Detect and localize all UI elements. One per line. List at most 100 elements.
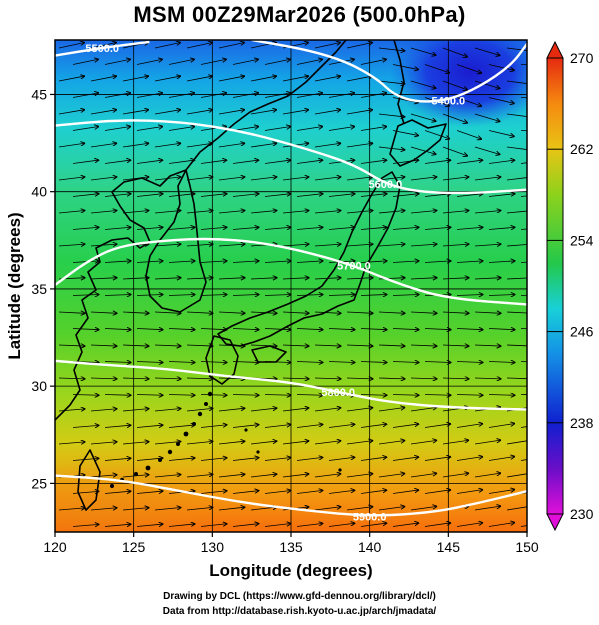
wind-vector bbox=[346, 244, 373, 246]
wind-vector bbox=[218, 42, 244, 49]
wind-vector bbox=[90, 278, 117, 279]
wind-vector bbox=[506, 210, 527, 214]
wind-vector bbox=[282, 177, 309, 181]
wind-vector bbox=[378, 113, 405, 117]
wind-vector bbox=[360, 160, 387, 164]
wind-vector bbox=[296, 395, 323, 396]
temperature-field bbox=[55, 40, 527, 532]
x-tick-label: 135 bbox=[279, 539, 303, 555]
wind-vector bbox=[168, 59, 194, 65]
wind-vector bbox=[168, 160, 195, 164]
y-tick-label: 30 bbox=[31, 378, 47, 394]
wind-vector bbox=[520, 394, 527, 396]
wind-vector bbox=[488, 261, 515, 263]
wind-vector bbox=[168, 458, 195, 461]
x-tick-label: 120 bbox=[43, 539, 67, 555]
wind-vector bbox=[474, 244, 501, 246]
wind-vector bbox=[410, 440, 437, 445]
wind-vector bbox=[488, 424, 515, 428]
wind-vector bbox=[520, 162, 527, 164]
wind-vector bbox=[154, 143, 181, 148]
wind-vector bbox=[474, 506, 501, 511]
wind-vector bbox=[200, 194, 227, 197]
wind-vector bbox=[474, 47, 500, 55]
wind-vector bbox=[250, 345, 277, 346]
wind-vector bbox=[122, 76, 149, 82]
wind-vector bbox=[72, 194, 99, 197]
wind-vector bbox=[520, 64, 527, 66]
wind-vector bbox=[168, 362, 195, 363]
wind-vector bbox=[136, 194, 163, 197]
contour-label: 5400.0 bbox=[432, 95, 466, 107]
wind-vector bbox=[90, 143, 117, 148]
wind-vector bbox=[442, 345, 469, 346]
contour-label: 5700.0 bbox=[337, 261, 371, 273]
credit-data: Data from http://database.rish.kyoto-u.a… bbox=[162, 606, 437, 617]
wind-vector bbox=[328, 362, 355, 363]
wind-vector bbox=[58, 177, 85, 181]
wind-vector bbox=[186, 110, 213, 115]
wind-vector bbox=[296, 295, 323, 296]
wind-vector bbox=[378, 312, 405, 313]
wind-vector bbox=[72, 59, 98, 65]
wind-vector bbox=[328, 126, 355, 131]
wind-vector bbox=[456, 457, 483, 461]
wind-vector bbox=[104, 93, 131, 98]
wind-vector bbox=[104, 362, 131, 363]
wind-vector bbox=[474, 345, 501, 346]
wind-vector bbox=[232, 160, 259, 164]
credit-drawing: Drawing by DCL (https://www.gfd-dennou.o… bbox=[163, 591, 436, 602]
wind-vector bbox=[296, 59, 322, 65]
wind-vector bbox=[410, 312, 437, 313]
wind-vector bbox=[58, 409, 85, 411]
wind-vector bbox=[296, 490, 323, 494]
wind-vector bbox=[104, 458, 131, 460]
wind-vector bbox=[392, 362, 419, 363]
wind-vector bbox=[506, 377, 527, 380]
wind-vector bbox=[488, 395, 515, 396]
wind-vector bbox=[136, 329, 163, 330]
wind-vector bbox=[282, 278, 309, 279]
wind-vector bbox=[104, 160, 131, 164]
wind-vector bbox=[474, 113, 500, 121]
wind-vector bbox=[264, 491, 291, 494]
wind-vector bbox=[154, 278, 181, 279]
wind-vector bbox=[346, 143, 373, 148]
wind-vector bbox=[296, 362, 323, 363]
wind-vector bbox=[154, 507, 181, 511]
wind-vector bbox=[392, 490, 419, 494]
wind-vector bbox=[264, 524, 291, 527]
x-tick-label: 150 bbox=[515, 539, 539, 555]
wind-vector bbox=[296, 93, 323, 98]
wind-vector bbox=[520, 228, 527, 230]
wind-vector bbox=[264, 329, 291, 330]
wind-vector bbox=[136, 160, 163, 164]
wind-vector bbox=[360, 59, 386, 65]
wind-vector bbox=[328, 457, 355, 461]
wind-vector bbox=[200, 329, 227, 330]
wind-vector bbox=[200, 295, 227, 296]
wind-vector bbox=[104, 194, 131, 197]
colorbar-ticks: 230 238 246 254 262 270 bbox=[547, 50, 594, 522]
wind-vector bbox=[186, 408, 213, 412]
y-axis: 25 30 35 40 45 bbox=[31, 86, 55, 491]
wind-vector bbox=[72, 227, 99, 229]
wind-vector bbox=[346, 312, 373, 313]
wind-vector bbox=[200, 458, 227, 461]
wind-vector bbox=[314, 378, 341, 379]
wind-vector bbox=[314, 42, 340, 49]
wind-vector bbox=[442, 278, 469, 279]
wind-vector bbox=[168, 524, 195, 527]
wind-vector bbox=[346, 110, 373, 115]
wind-vector bbox=[72, 126, 99, 131]
wind-vector bbox=[282, 408, 309, 412]
y-tick-label: 35 bbox=[31, 281, 47, 297]
colorbar-tick-label: 254 bbox=[570, 232, 594, 248]
wind-vector bbox=[360, 490, 387, 494]
wind-vector bbox=[456, 490, 483, 494]
wind-vector bbox=[378, 441, 405, 445]
wind-vector bbox=[90, 76, 117, 82]
wind-vector bbox=[232, 295, 259, 296]
wind-vector bbox=[168, 194, 195, 197]
wind-vector bbox=[154, 42, 180, 49]
